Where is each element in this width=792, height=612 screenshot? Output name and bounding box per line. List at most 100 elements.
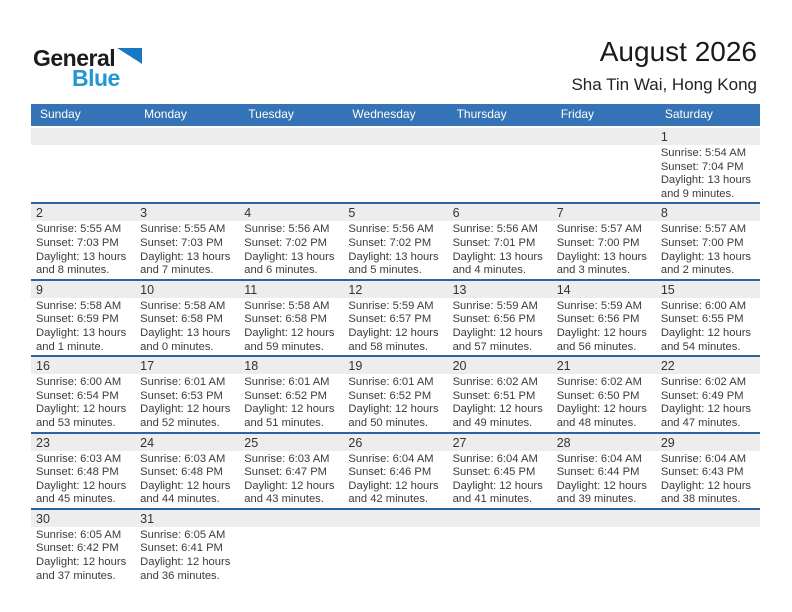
detail-line: Daylight: 12 hours [660, 326, 752, 339]
day-details: Sunrise: 5:59 AM Sunset: 6:56 PM Daylight:… [552, 298, 656, 355]
day-cell: 12 Sunrise: 5:59 AM Sunset: 6:57 PM Dayligh… [343, 280, 448, 355]
day-number [31, 128, 136, 145]
detail-line: and 6 minutes. [244, 264, 318, 277]
day-number: 11 [239, 280, 344, 298]
day-number [239, 509, 344, 527]
detail-line: Daylight: 12 hours [140, 556, 231, 569]
day-number: 27 [447, 433, 552, 451]
day-number: 8 [655, 204, 760, 222]
day-number [239, 128, 344, 145]
detail-line: and 44 minutes. [140, 493, 220, 506]
detail-line: Sunset: 6:45 PM [452, 466, 536, 479]
empty-day-cell [551, 509, 656, 584]
day-cell: 20 Sunrise: 6:02 AM Sunset: 6:51 PM Dayligh… [447, 357, 552, 431]
detail-line: and 42 minutes. [348, 493, 429, 506]
empty-day-cell [31, 128, 136, 202]
detail-line: Sunrise: 6:01 AM [140, 376, 226, 389]
location-subtitle: Sha Tin Wai, Hong Kong [571, 75, 757, 95]
day-cell: 6 Sunrise: 5:56 AM Sunset: 7:01 PM Daylight… [447, 204, 552, 278]
day-details: Sunrise: 6:02 AM Sunset: 6:50 PM Daylight:… [552, 374, 656, 431]
day-number: 12 [343, 280, 448, 298]
detail-line: Daylight: 12 hours [556, 403, 647, 416]
day-details [448, 145, 552, 148]
day-number: 22 [655, 357, 760, 375]
detail-line: Daylight: 13 hours [36, 326, 127, 339]
detail-line: Daylight: 12 hours [140, 403, 231, 416]
detail-line: Daylight: 12 hours [244, 479, 335, 492]
week-row: 23 Sunrise: 6:03 AM Sunset: 6:48 PM Dayligh… [31, 431, 760, 508]
day-number: 18 [239, 357, 344, 375]
day-details: Sunrise: 6:04 AM Sunset: 6:44 PM Daylight:… [552, 451, 656, 508]
day-number: 1 [655, 128, 760, 145]
detail-line: Sunset: 6:51 PM [452, 389, 536, 402]
dow-header-monday: Monday [144, 107, 187, 121]
day-number: 21 [551, 357, 656, 375]
dow-header-sunday: Sunday [40, 107, 81, 121]
detail-line: Daylight: 12 hours [244, 403, 335, 416]
detail-line: Sunrise: 6:02 AM [452, 376, 538, 389]
detail-line: Sunset: 7:00 PM [660, 236, 744, 249]
day-details: Sunrise: 5:58 AM Sunset: 6:58 PM Daylight:… [239, 298, 343, 355]
detail-line: Sunset: 6:55 PM [660, 313, 744, 326]
detail-line: Sunrise: 5:54 AM [660, 147, 747, 159]
detail-line: Sunset: 6:48 PM [140, 466, 223, 479]
day-details: Sunrise: 5:59 AM Sunset: 6:56 PM Daylight:… [448, 298, 552, 355]
detail-line: and 47 minutes. [660, 416, 741, 429]
day-number [135, 128, 240, 145]
day-number: 17 [135, 357, 240, 375]
detail-line: and 54 minutes. [660, 340, 741, 353]
detail-line: Daylight: 12 hours [556, 479, 647, 492]
day-number: 28 [551, 433, 656, 451]
day-number: 30 [31, 509, 136, 527]
day-number [343, 128, 448, 145]
detail-line: and 45 minutes. [36, 493, 116, 506]
day-details: Sunrise: 6:00 AM Sunset: 6:54 PM Daylight:… [31, 374, 135, 431]
detail-line: and 7 minutes. [140, 264, 214, 277]
day-number: 29 [655, 433, 760, 451]
day-details [343, 527, 447, 530]
day-details: Sunrise: 5:59 AM Sunset: 6:57 PM Daylight:… [343, 298, 447, 355]
detail-line: and 56 minutes. [556, 340, 637, 353]
week-row: 16 Sunrise: 6:00 AM Sunset: 6:54 PM Dayligh… [31, 355, 760, 431]
detail-line: Sunrise: 6:04 AM [556, 452, 642, 465]
detail-line: Daylight: 12 hours [348, 326, 439, 339]
day-number [343, 509, 448, 527]
day-number: 5 [343, 204, 448, 222]
general-blue-logo: General Blue [33, 47, 193, 90]
detail-line: Sunrise: 6:02 AM [660, 376, 747, 389]
detail-line: and 36 minutes. [140, 569, 220, 582]
empty-day-cell [655, 509, 760, 584]
detail-line: Daylight: 13 hours [244, 250, 335, 263]
week-row: 30 Sunrise: 6:05 AM Sunset: 6:42 PM Dayligh… [31, 507, 760, 584]
day-details: Sunrise: 5:56 AM Sunset: 7:02 PM Daylight:… [239, 221, 343, 278]
detail-line: Sunset: 7:03 PM [140, 236, 223, 249]
day-details: Sunrise: 6:05 AM Sunset: 6:41 PM Daylight:… [135, 527, 239, 584]
day-cell: 4 Sunrise: 5:56 AM Sunset: 7:02 PM Daylight… [239, 204, 344, 278]
detail-line: Sunset: 6:42 PM [36, 542, 119, 555]
detail-line: Sunrise: 6:03 AM [244, 452, 330, 465]
detail-line: Daylight: 12 hours [452, 403, 543, 416]
detail-line: and 1 minute. [36, 340, 104, 353]
day-number: 23 [31, 433, 136, 451]
detail-line: Sunrise: 5:57 AM [660, 223, 747, 236]
day-cell: 16 Sunrise: 6:00 AM Sunset: 6:54 PM Dayligh… [31, 357, 136, 431]
empty-day-cell [239, 509, 344, 584]
day-number: 26 [343, 433, 448, 451]
day-number: 14 [551, 280, 656, 298]
day-number: 24 [135, 433, 240, 451]
day-cell: 14 Sunrise: 5:59 AM Sunset: 6:56 PM Dayligh… [551, 280, 656, 355]
day-details [343, 145, 447, 148]
detail-line: Sunset: 6:52 PM [244, 389, 327, 402]
day-number: 9 [31, 280, 136, 298]
detail-line: and 0 minutes. [140, 340, 214, 353]
day-cell: 3 Sunrise: 5:55 AM Sunset: 7:03 PM Daylight… [135, 204, 240, 278]
day-number: 10 [135, 280, 240, 298]
day-cell: 15 Sunrise: 6:00 AM Sunset: 6:55 PM Dayligh… [655, 280, 760, 355]
day-cell: 10 Sunrise: 5:58 AM Sunset: 6:58 PM Dayligh… [135, 280, 240, 355]
day-cell: 7 Sunrise: 5:57 AM Sunset: 7:00 PM Daylight… [551, 204, 656, 278]
detail-line: and 50 minutes. [348, 416, 429, 429]
detail-line: and 39 minutes. [556, 493, 637, 506]
detail-line: Sunrise: 5:55 AM [36, 223, 122, 236]
detail-line: Daylight: 13 hours [140, 250, 231, 263]
day-cell: 25 Sunrise: 6:03 AM Sunset: 6:47 PM Dayligh… [239, 433, 344, 508]
